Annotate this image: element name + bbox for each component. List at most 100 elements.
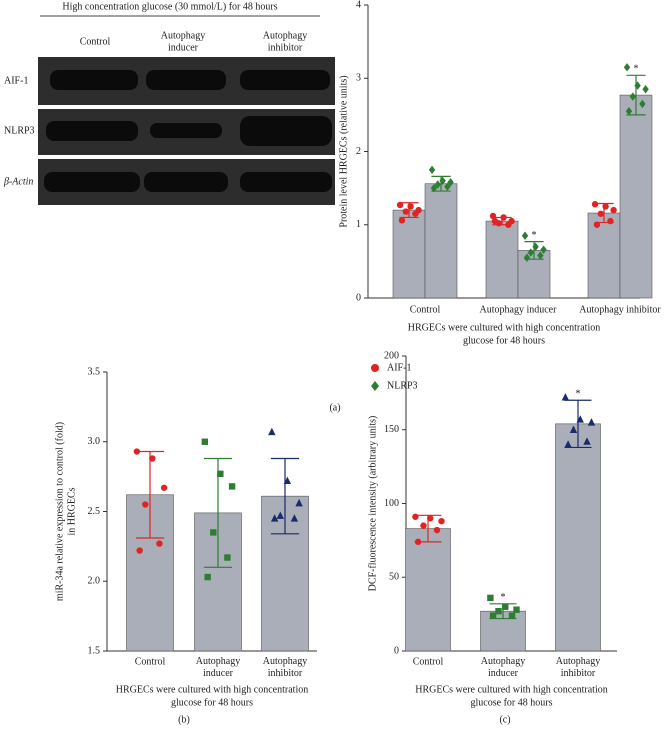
data-point bbox=[407, 203, 414, 210]
blot-band bbox=[150, 123, 222, 138]
data-point bbox=[430, 183, 438, 193]
data-point bbox=[444, 182, 451, 191]
y-axis-label: in HRGECs bbox=[66, 487, 77, 535]
x-tick-label: Autophagy inducer bbox=[196, 656, 240, 679]
y-tick-label: 3.0 bbox=[88, 436, 101, 447]
blot-band bbox=[240, 116, 332, 146]
data-point bbox=[489, 612, 497, 619]
error-bar bbox=[626, 74, 646, 116]
data-point bbox=[201, 438, 209, 445]
blot-band bbox=[240, 172, 332, 192]
significance-label: * bbox=[576, 389, 581, 400]
data-point bbox=[569, 425, 578, 433]
blot-row-label: AIF-1 bbox=[4, 75, 28, 86]
data-point bbox=[283, 476, 292, 485]
data-point bbox=[398, 217, 406, 224]
y-tick-label: 50 bbox=[389, 572, 399, 583]
data-point bbox=[587, 418, 596, 426]
x-tick-label: Autophagy inducer bbox=[480, 304, 558, 315]
data-point bbox=[439, 176, 446, 185]
x-tick-label: Control bbox=[135, 656, 166, 667]
y-axis-label: miR-34a relative expression to control (… bbox=[54, 422, 65, 601]
data-point bbox=[593, 221, 601, 228]
error-bar bbox=[270, 457, 300, 535]
x-tick-label: Autophagy inhibitor bbox=[579, 304, 661, 315]
significance-label: * bbox=[532, 230, 537, 241]
data-point bbox=[597, 210, 604, 217]
data-point bbox=[489, 212, 497, 220]
legend-marker bbox=[371, 381, 379, 391]
y-tick-label: 100 bbox=[384, 498, 399, 509]
data-point bbox=[276, 511, 284, 519]
data-point bbox=[508, 612, 516, 619]
bar bbox=[555, 423, 601, 652]
x-axis-label: HRGECs were cultured with high concentra… bbox=[116, 684, 308, 695]
x-tick-label: Control bbox=[410, 304, 441, 315]
data-point bbox=[402, 208, 409, 215]
blot-band bbox=[240, 70, 330, 90]
data-point bbox=[156, 540, 163, 547]
x-tick-label: Autophagy inhibitor bbox=[263, 656, 307, 679]
data-point bbox=[204, 573, 211, 581]
data-point bbox=[420, 522, 427, 529]
data-point bbox=[133, 448, 141, 455]
blot-title: High concentration glucose (30 mmol/L) f… bbox=[62, 1, 277, 12]
data-point bbox=[412, 513, 419, 520]
western-blot: High concentration glucose (30 mmol/L) f… bbox=[3, 1, 335, 205]
data-point bbox=[527, 248, 534, 257]
data-point bbox=[438, 518, 445, 525]
y-tick-label: 150 bbox=[384, 424, 399, 435]
data-point bbox=[623, 63, 631, 72]
blot-column: Autophagy bbox=[263, 30, 307, 41]
data-point bbox=[523, 253, 531, 262]
data-point bbox=[591, 201, 599, 208]
x-axis-label: glucose for 48 hours bbox=[171, 697, 253, 708]
data-point bbox=[491, 217, 499, 225]
data-point bbox=[642, 85, 649, 94]
y-tick-label: 3 bbox=[356, 73, 361, 84]
data-point bbox=[224, 554, 231, 561]
blot-band bbox=[50, 70, 138, 90]
bar bbox=[405, 528, 451, 652]
data-point bbox=[412, 210, 419, 217]
data-point bbox=[521, 231, 529, 240]
data-point bbox=[502, 603, 509, 610]
data-point bbox=[540, 245, 547, 254]
data-point bbox=[414, 538, 422, 546]
y-tick-label: 1 bbox=[356, 219, 361, 230]
data-point bbox=[210, 529, 217, 536]
blot-column: inducer bbox=[168, 42, 199, 53]
data-point bbox=[268, 427, 276, 436]
data-point bbox=[142, 501, 149, 508]
blot-band bbox=[44, 172, 140, 192]
panel-label: (c) bbox=[499, 714, 510, 725]
blot-band bbox=[146, 70, 226, 90]
data-point bbox=[217, 470, 224, 478]
data-point bbox=[629, 92, 636, 101]
x-axis-label: HRGECs were cultured with high concentra… bbox=[408, 322, 600, 333]
y-axis-label: Protein level HRGECs (relative units) bbox=[338, 75, 349, 227]
y-tick-label: 2.0 bbox=[88, 576, 101, 587]
y-tick-label: 4 bbox=[356, 0, 361, 10]
data-point bbox=[495, 607, 502, 615]
y-tick-label: 2 bbox=[356, 146, 361, 157]
data-point bbox=[513, 606, 520, 613]
data-point bbox=[576, 415, 584, 423]
y-tick-label: 1.5 bbox=[88, 645, 101, 656]
data-point bbox=[136, 547, 143, 554]
bar bbox=[587, 212, 621, 299]
data-point bbox=[610, 206, 617, 214]
data-point bbox=[607, 217, 614, 225]
data-point bbox=[500, 214, 507, 221]
data-point bbox=[561, 393, 570, 401]
blot-column: Control bbox=[80, 36, 111, 47]
data-point bbox=[639, 99, 646, 109]
data-point bbox=[564, 440, 572, 448]
data-point bbox=[602, 203, 609, 210]
data-point bbox=[487, 594, 494, 602]
legend-label: AIF-1 bbox=[387, 362, 411, 373]
x-axis-label: glucose for 48 hours bbox=[463, 335, 545, 346]
data-point bbox=[290, 514, 299, 522]
data-point bbox=[434, 180, 441, 189]
